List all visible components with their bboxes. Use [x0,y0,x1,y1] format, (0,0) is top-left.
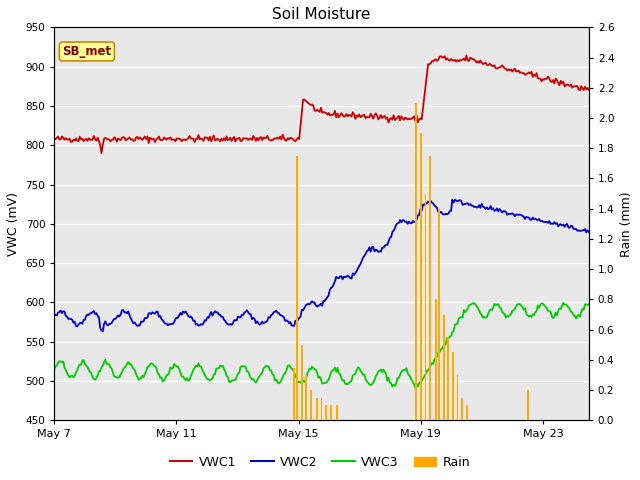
Bar [336,405,338,420]
Bar [316,398,318,420]
Bar [325,405,327,420]
Bar [456,375,458,420]
Bar [452,352,454,420]
Text: SB_met: SB_met [62,45,111,58]
Bar [527,390,529,420]
Bar [447,337,449,420]
Y-axis label: Rain (mm): Rain (mm) [620,191,633,257]
Title: Soil Moisture: Soil Moisture [273,7,371,22]
X-axis label: Time: Time [560,448,589,461]
Legend: VWC1, VWC2, VWC3, Rain: VWC1, VWC2, VWC3, Rain [165,451,475,474]
Bar [461,398,463,420]
Bar [293,368,295,420]
Bar [435,300,437,420]
Bar [438,209,440,420]
Bar [429,156,431,420]
Bar [420,133,422,420]
Bar [310,390,312,420]
Bar [424,193,426,420]
Bar [321,398,323,420]
Bar [301,345,303,420]
Bar [466,405,468,420]
Bar [296,156,298,420]
Bar [443,314,445,420]
Bar [330,405,332,420]
Bar [415,103,417,420]
Y-axis label: VWC (mV): VWC (mV) [7,192,20,256]
Bar [305,375,307,420]
